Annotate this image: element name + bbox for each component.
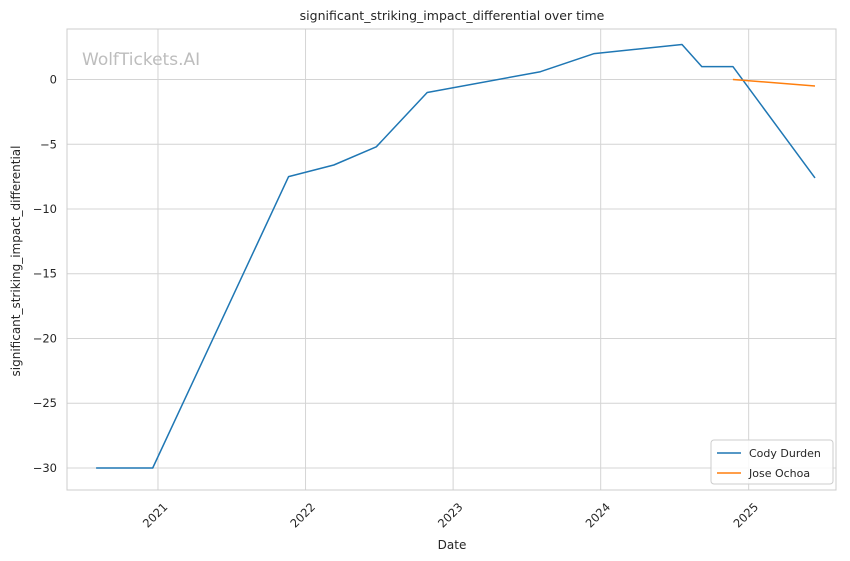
tick-labels: 0 −5 −10 −15 −20 −25 −30 2021 2022 2023 2024 2025	[33, 73, 761, 531]
legend-label: Jose Ochoa	[748, 467, 810, 480]
legend: Cody Durden Jose Ochoa	[710, 439, 834, 485]
legend-label: Cody Durden	[749, 447, 821, 460]
y-tick-label: −10	[33, 202, 57, 216]
plot-area-frame	[66, 28, 837, 491]
grid-layer	[67, 29, 836, 490]
y-tick-label: −25	[33, 396, 57, 410]
series-line-jose-ochoa	[732, 78, 816, 87]
y-tick-label: −20	[33, 331, 57, 345]
series-layer	[96, 43, 816, 469]
legend-box	[710, 439, 834, 485]
y-tick-label: −15	[33, 267, 57, 281]
x-tick-label: 2025	[731, 500, 762, 531]
series-line-cody-durden	[96, 43, 816, 469]
x-tick-label: 2023	[435, 500, 466, 531]
x-tick-label: 2021	[140, 500, 171, 531]
y-axis-label: significant_striking_impact_differential	[9, 146, 23, 377]
watermark-text: WolfTickets.AI	[82, 50, 200, 70]
x-axis-label: Date	[438, 538, 467, 552]
chart-title: significant_striking_impact_differential…	[300, 8, 605, 23]
x-tick-label: 2024	[583, 500, 614, 531]
x-tick-label: 2022	[287, 500, 318, 531]
y-tick-label: −30	[33, 461, 57, 475]
y-tick-label: −5	[40, 137, 57, 151]
y-tick-label: 0	[50, 73, 57, 87]
